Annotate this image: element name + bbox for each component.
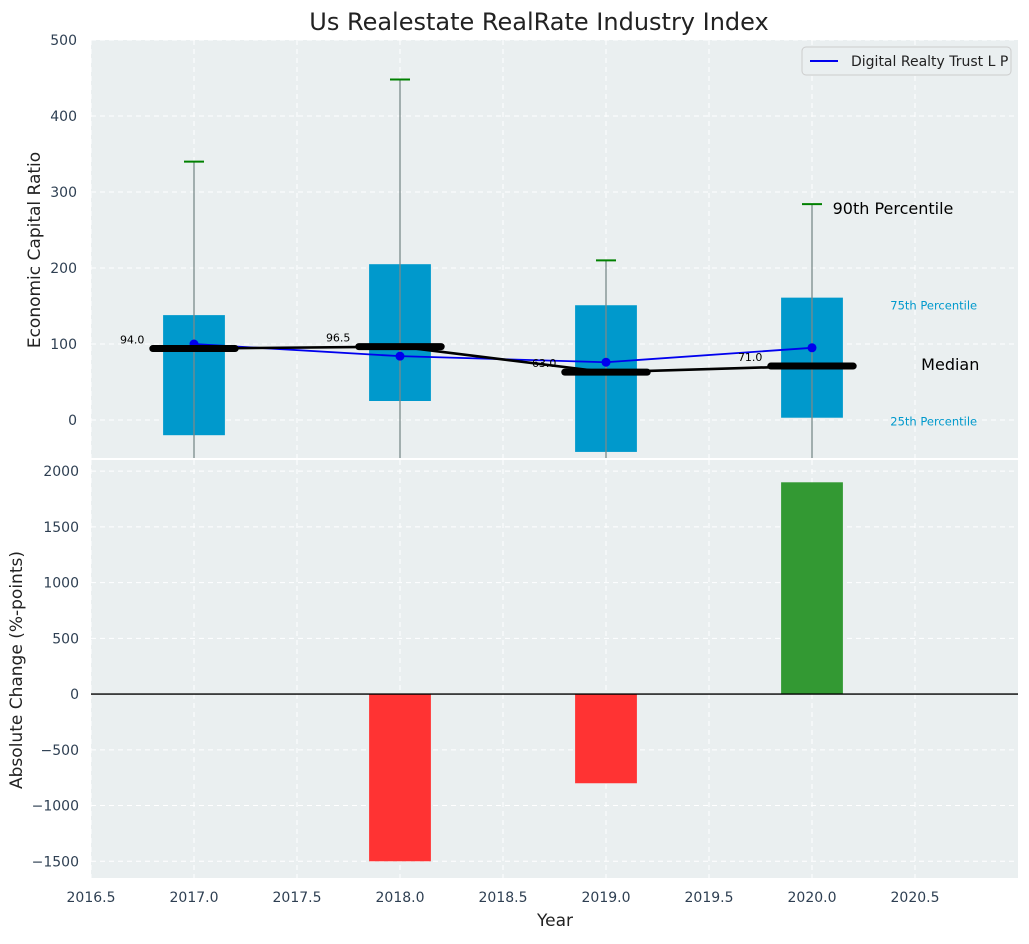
x-tick-label: 2019.5 [685,890,734,906]
bottom-y-tick-label: −500 [41,743,79,759]
bottom-y-tick-label: 1500 [43,520,79,536]
bottom-y-tick-label: 2000 [43,464,79,480]
change-bar [369,694,431,862]
median-trend-line [193,345,813,374]
top-y-axis-label: Economic Capital Ratio [25,152,45,348]
legend-label: Digital Realty Trust L P [851,54,1008,70]
top-y-tick-label: 100 [50,337,77,353]
legend-box [801,46,1012,76]
bottom-plot-background [91,460,1018,878]
change-bar [781,482,843,695]
annotation-75th-percentile: 75th Percentile [890,299,977,313]
titles: Us Realestate RealRate Industry Index Ec… [7,8,769,931]
top-y-tick-label: 500 [50,33,77,49]
x-tick-label: 2017.5 [273,890,322,906]
x-tick-label: 2020.0 [788,890,837,906]
bottom-panel: −1500 −1000 −500 0 500 1000 1500 2000 2016.5 2017… [32,460,1018,906]
top-plot-area: 94.0 96.5 63.0 71.0 90th Percentile 75th Perc… [120,78,979,458]
x-tick-label: 2020.5 [891,890,940,906]
top-y-tick-label: 400 [50,109,77,125]
series-point [807,343,817,353]
legend: Digital Realty Trust L P [801,46,1012,76]
top-y-tick-label: 300 [50,185,77,201]
median-value-label: 63.0 [532,357,557,370]
top-panel: 0 100 200 300 400 500 94.0 96.5 63.0 71.0 90th Per… [50,33,1018,458]
x-axis-label: Year [536,911,573,931]
top-plot-background [91,40,1018,458]
top-y-tick-label: 0 [68,413,77,429]
x-tick-label: 2016.5 [67,890,116,906]
bottom-y-tick-label: −1000 [32,799,79,815]
bottom-y-tick-label: 1000 [43,576,79,592]
top-y-tick-label: 200 [50,261,77,277]
annotation-90th-percentile: 90th Percentile [833,199,954,218]
series-point [395,351,405,361]
median-value-label: 96.5 [326,332,351,345]
chart-title: Us Realestate RealRate Industry Index [309,8,768,36]
x-tick-label: 2018.0 [376,890,425,906]
bottom-y-tick-label: 500 [52,631,79,647]
change-bar [575,694,637,784]
annotation-25th-percentile: 25th Percentile [890,415,977,429]
median-value-label: 94.0 [120,334,145,347]
x-tick-label: 2017.0 [170,890,219,906]
bottom-y-tick-label: −1500 [32,854,79,870]
annotation-median: Median [921,355,979,374]
median-value-label: 71.0 [738,351,763,364]
x-tick-label: 2018.5 [479,890,528,906]
series-point [601,357,611,367]
bottom-y-axis-label: Absolute Change (%-points) [7,551,27,789]
bottom-y-tick-label: 0 [70,687,79,703]
x-tick-label: 2019.0 [582,890,631,906]
